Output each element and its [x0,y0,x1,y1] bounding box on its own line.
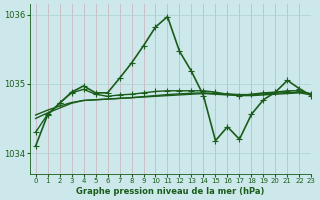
X-axis label: Graphe pression niveau de la mer (hPa): Graphe pression niveau de la mer (hPa) [76,187,265,196]
